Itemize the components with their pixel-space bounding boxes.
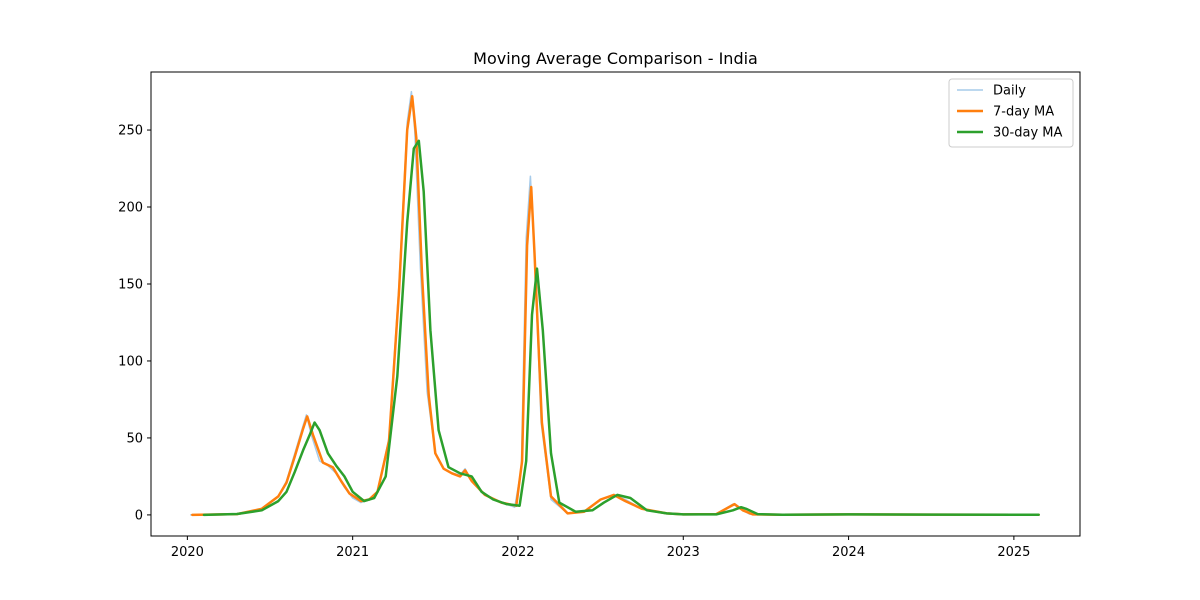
x-axis: 2020 2021 2022 2023 2024 2025: [171, 536, 1030, 560]
y-tick-label: 200: [118, 201, 143, 216]
x-tick-label: 2025: [997, 545, 1030, 560]
chart-title: Moving Average Comparison - India: [473, 49, 758, 68]
y-tick-label: 250: [118, 124, 143, 139]
x-tick-label: 2020: [171, 545, 204, 560]
series-line-30-day-ma: [202, 139, 1040, 517]
legend-label: 7-day MA: [993, 105, 1054, 120]
y-tick-label: 0: [135, 508, 143, 523]
y-tick-label: 50: [126, 431, 143, 446]
x-tick-label: 2024: [832, 545, 865, 560]
legend-box: [948, 78, 1074, 148]
plot-area: [150, 71, 1081, 537]
x-tick-label: 2021: [336, 545, 369, 560]
series-line-7-day-ma: [191, 94, 1040, 517]
legend-label: Daily: [993, 84, 1026, 99]
legend-label: 30-day MA: [993, 126, 1062, 141]
y-tick-label: 150: [118, 277, 143, 292]
x-tick-label: 2023: [667, 545, 700, 560]
y-tick-label: 100: [118, 354, 143, 369]
x-tick-label: 2022: [501, 545, 534, 560]
plot-frame: [150, 71, 1081, 537]
legend: Daily 7-day MA 30-day MA: [948, 78, 1074, 148]
y-axis: 0 50 100 150 200 250: [118, 124, 151, 523]
